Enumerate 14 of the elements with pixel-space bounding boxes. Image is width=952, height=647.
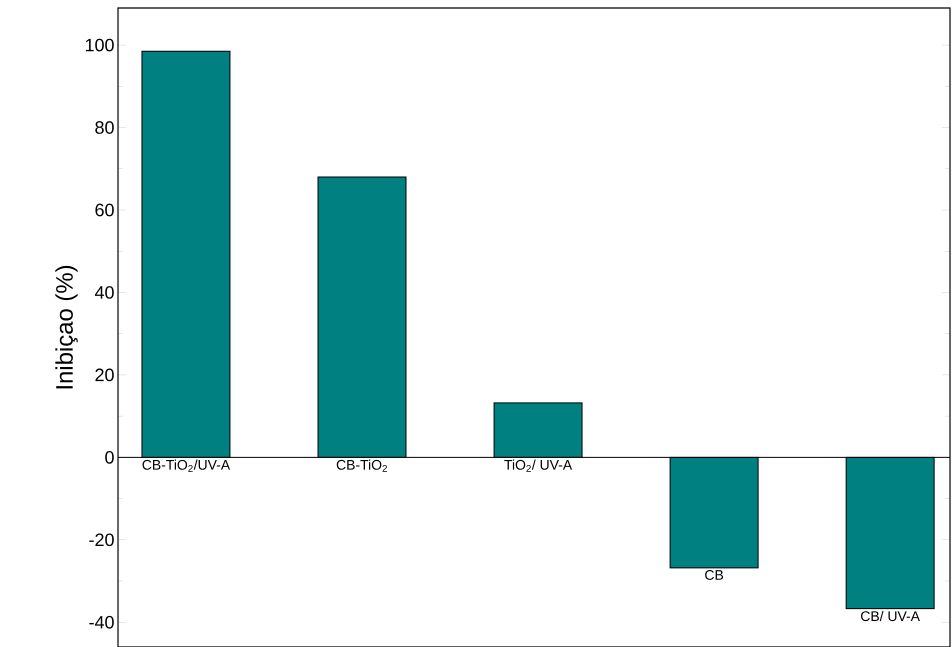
x-tick-label: CB-TiO$_{2}$/UV-A — [142, 460, 230, 472]
x-tick-label: CB-TiO$_{2}$ — [336, 460, 387, 472]
y-tick-label: -40 — [89, 616, 114, 629]
y-tick-label: 0 — [105, 450, 114, 464]
x-tick-label: CB — [705, 570, 724, 580]
x-tick-label: TiO$_{2}$/ UV-A — [504, 460, 572, 472]
y-tick-label: 20 — [95, 368, 114, 382]
y-tick-label: 100 — [86, 38, 114, 52]
x-tick-label: CB/ UV-A — [861, 610, 920, 622]
y-tick-label: 80 — [95, 121, 114, 134]
y-tick-label: -20 — [89, 533, 114, 546]
y-tick-label: 60 — [95, 204, 114, 216]
y-axis-title: Inibiçao (%) — [55, 266, 78, 388]
y-tick-label: 40 — [94, 286, 114, 299]
